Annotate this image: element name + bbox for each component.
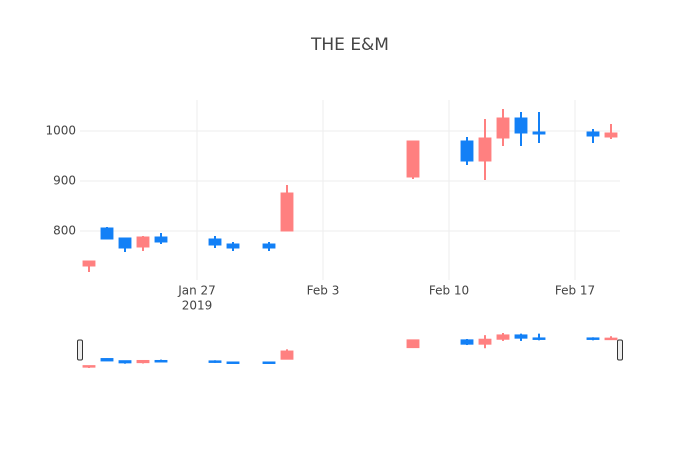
candle-body <box>82 260 96 267</box>
slider-candle-body <box>460 339 474 345</box>
slider-candle-body <box>154 359 168 363</box>
candle-body <box>478 137 492 162</box>
candle-body <box>406 140 420 178</box>
slider-candle-body <box>280 350 294 360</box>
chart-title: THE E&M <box>310 35 389 55</box>
slider-candle-body <box>262 361 276 364</box>
candle-body <box>226 243 240 249</box>
slider-candle-body <box>208 360 222 363</box>
candle-body <box>586 131 600 137</box>
x-tick-label: Feb 3 <box>307 284 340 298</box>
slider-candle-body <box>406 339 420 349</box>
candle-body <box>496 117 510 139</box>
candle-body <box>514 117 528 134</box>
candle-body <box>532 131 546 135</box>
candle-body <box>154 236 168 243</box>
candle-body <box>280 192 294 232</box>
slider-candle-body <box>496 334 510 340</box>
slider-candle-body <box>478 338 492 345</box>
candle-body <box>262 243 276 249</box>
slider-candle-body <box>532 337 546 340</box>
y-tick-label: 900 <box>53 174 76 188</box>
candle-body <box>118 237 132 249</box>
x-tick-label: Feb 17 <box>555 284 595 298</box>
candle-body <box>136 236 150 248</box>
slider-candle-body <box>226 361 240 364</box>
slider-candle-body <box>586 337 600 340</box>
x-year-label: 2019 <box>182 299 213 313</box>
candle-body <box>100 227 114 240</box>
slider-candle-body <box>100 358 114 362</box>
candle-body <box>208 238 222 246</box>
candle-body <box>460 140 474 162</box>
slider-candle-body <box>514 334 528 339</box>
x-tick-label: Feb 10 <box>429 284 469 298</box>
slider-candle-body <box>136 359 150 364</box>
slider-candle-body <box>118 360 132 364</box>
slider-handle <box>77 339 83 361</box>
y-tick-label: 1000 <box>45 124 76 138</box>
x-tick-label: Jan 27 <box>177 284 216 298</box>
y-tick-label: 800 <box>53 224 76 238</box>
slider-candle-body <box>82 365 96 368</box>
slider-handle <box>617 339 623 361</box>
candle-body <box>604 132 618 138</box>
slider-candle-body <box>604 337 618 341</box>
